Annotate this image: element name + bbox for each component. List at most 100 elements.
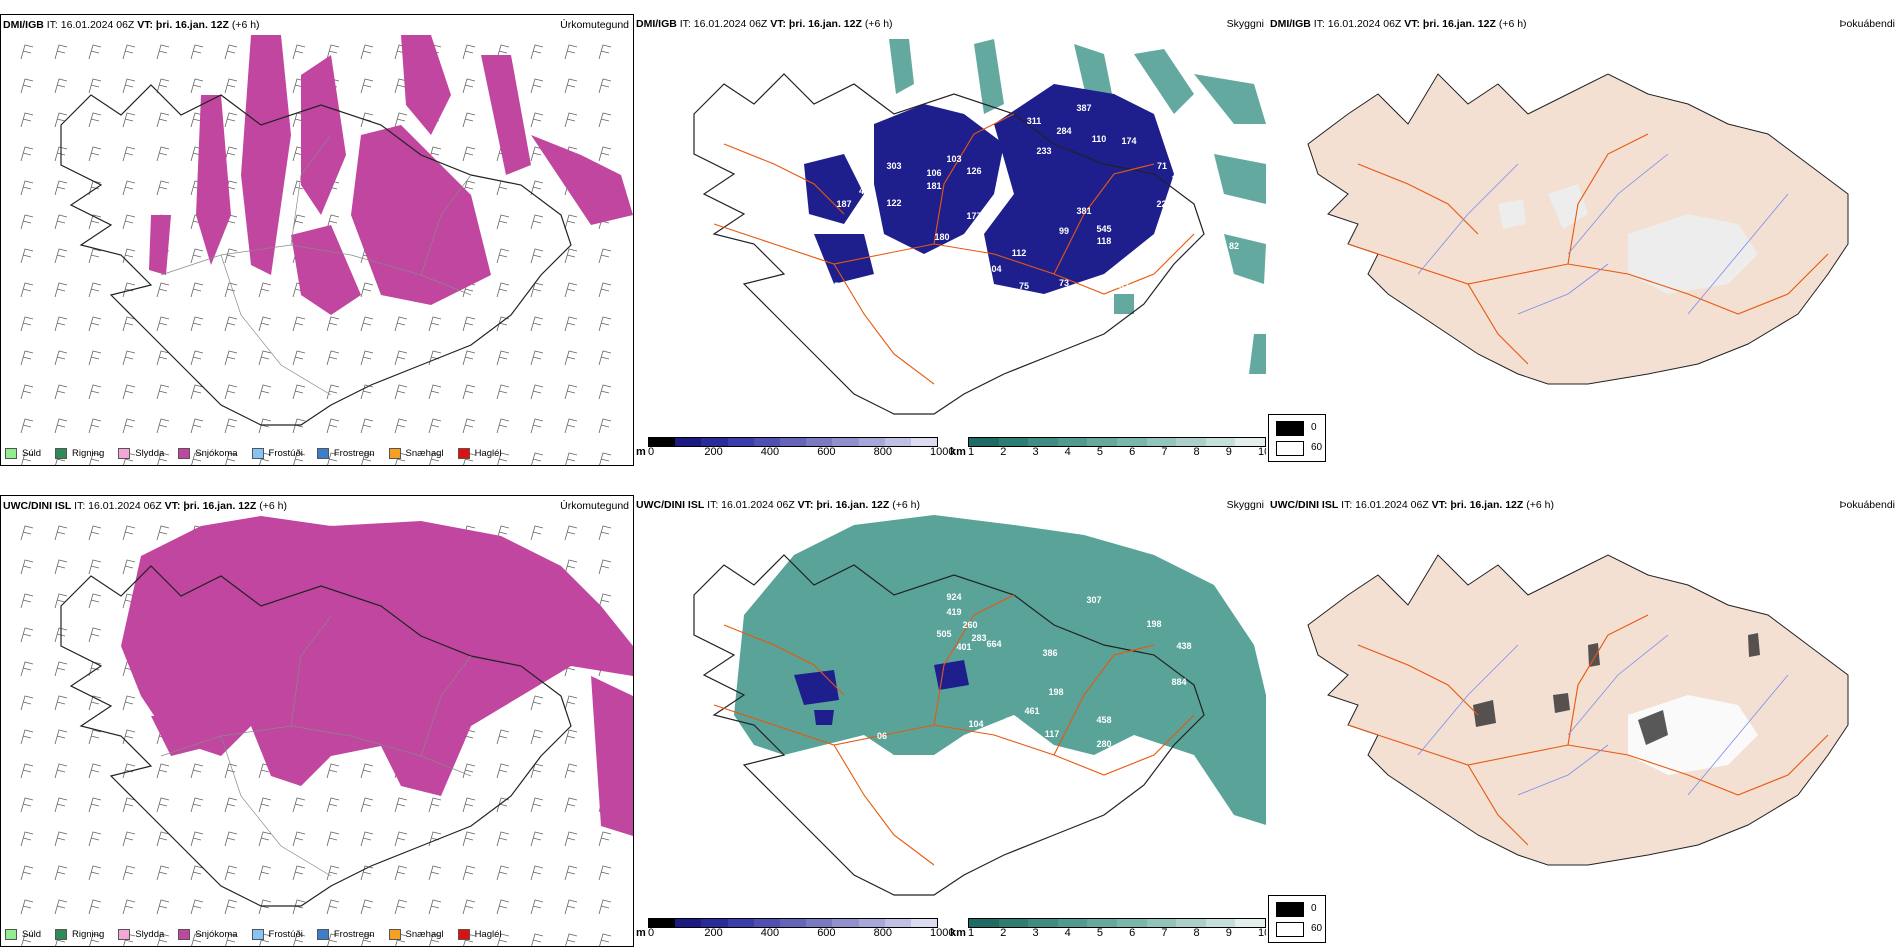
- precip-amount-label: 71: [1157, 161, 1167, 171]
- wind-barb: [156, 525, 170, 541]
- wind-barb: [428, 865, 442, 881]
- wind-barb: [224, 78, 238, 94]
- wind-barb: [564, 525, 578, 541]
- panel-header: DMI/IGB IT: 16.01.2024 06Z VT: þri. 16.j…: [1270, 18, 1527, 30]
- fog-colorbar: 0 60: [1268, 414, 1326, 462]
- colorbar-bin: [1116, 919, 1147, 927]
- wind-barb: [326, 214, 340, 230]
- colorbar-tick-label: 8: [1193, 927, 1200, 939]
- wind-barb: [190, 78, 204, 94]
- legend-label: Haglél: [474, 448, 502, 459]
- colorbar-bin: [1028, 919, 1058, 927]
- precip-amount-label: 283: [971, 633, 986, 643]
- wind-barb: [530, 214, 544, 230]
- wind-barb: [462, 78, 476, 94]
- wind-barb: [530, 112, 544, 128]
- wind-barb: [292, 214, 306, 230]
- legend-label: Snjókoma: [195, 448, 238, 459]
- cloud-panel-dmi: 303 42 187 122 106 103 126 181 177 308 95 180 79 65 10…: [634, 14, 1266, 464]
- wind-barb: [258, 797, 272, 813]
- panel-header: UWC/DINI ISL IT: 16.01.2024 06Z VT: þri.…: [3, 500, 287, 512]
- valid-time: VT: þri. 16.jan. 12Z: [1404, 18, 1496, 30]
- wind-barb: [20, 112, 34, 128]
- wind-barb: [496, 831, 510, 847]
- precip-amount-label: 884: [1171, 677, 1186, 687]
- wind-barb: [190, 384, 204, 400]
- legend-item: Snæhagl: [388, 929, 444, 940]
- wind-barb: [54, 44, 68, 60]
- wind-barb: [292, 350, 306, 366]
- wind-barb: [360, 418, 374, 434]
- precip-amount-label: 112: [1012, 248, 1027, 258]
- wind-barb: [598, 146, 612, 162]
- precip-amount-label: 181: [926, 181, 941, 191]
- fog-scale-top: 0: [1311, 422, 1317, 433]
- wind-barb: [224, 763, 238, 779]
- precip-amount-label: 260: [962, 620, 977, 630]
- precip-amount-label: 461: [1024, 706, 1039, 716]
- fog-colorbar: 0 60: [1268, 895, 1326, 943]
- wind-barb: [565, 933, 578, 946]
- lead-time: (+6 h): [1526, 499, 1554, 511]
- wind-barb: [598, 112, 612, 128]
- wind-barb: [122, 78, 136, 94]
- wind-barb: [462, 418, 476, 434]
- precip-amount-label: 386: [1042, 648, 1057, 658]
- wind-barb: [394, 797, 408, 813]
- colorbar-bin: [753, 438, 780, 446]
- wind-barb: [598, 350, 612, 366]
- fog-panel-dmi: DMI/IGB IT: 16.01.2024 06Z VT: þri. 16.j…: [1268, 14, 1900, 414]
- wind-barb: [462, 899, 476, 915]
- legend-swatch: [55, 448, 68, 459]
- wind-barb: [564, 418, 578, 434]
- wind-barb: [54, 248, 68, 264]
- legend-label: Súld: [22, 448, 42, 459]
- init-time: IT: 16.01.2024 06Z: [74, 500, 162, 512]
- wind-barb: [326, 763, 340, 779]
- colorbar-tick-label: 4: [1064, 927, 1071, 939]
- colorbar-bin: [1235, 438, 1265, 446]
- colorbar-bin: [1116, 438, 1147, 446]
- precip-amount-label: 198: [1048, 687, 1063, 697]
- colorbar-tick-label: 600: [817, 446, 836, 458]
- colorbar-tick-label: 0: [648, 446, 655, 458]
- wind-barb: [462, 865, 476, 881]
- wind-barb: [54, 661, 68, 677]
- colorbar-bin: [969, 919, 999, 927]
- wind-barb: [564, 763, 578, 779]
- legend-item: Rigning: [55, 929, 104, 940]
- colorbar-tick-label: 5: [1096, 446, 1103, 458]
- wind-barb: [224, 899, 238, 915]
- model-name: UWC/DINI ISL: [3, 500, 72, 512]
- wind-barb: [258, 350, 272, 366]
- colorbar-bin: [1176, 919, 1206, 927]
- colorbar-tick-label: 7: [1161, 446, 1168, 458]
- wind-barb: [54, 763, 68, 779]
- legend-item: Frostúði: [251, 929, 303, 940]
- precip-amount-label: 311: [1027, 116, 1042, 126]
- wind-barb: [20, 559, 34, 575]
- init-time: IT: 16.01.2024 06Z: [1313, 18, 1402, 30]
- colorbar-tick-label: 2: [1000, 927, 1007, 939]
- legend-item: Frostúði: [251, 448, 303, 459]
- wind-barb: [530, 180, 544, 196]
- wind-barb: [598, 282, 612, 298]
- wind-barb: [394, 865, 408, 881]
- wind-barb: [292, 797, 306, 813]
- wind-barb: [88, 899, 102, 915]
- wind-barb: [122, 112, 136, 128]
- wind-barb: [156, 146, 170, 162]
- colorbar-unit: km: [950, 927, 966, 939]
- wind-barb: [224, 44, 238, 60]
- precip-amount-label: 664: [986, 639, 1001, 649]
- colorbar-tick-label: 8: [1193, 446, 1200, 458]
- colorbar-bin: [649, 919, 676, 927]
- wind-barb: [20, 350, 34, 366]
- colorbar-bin: [806, 438, 833, 446]
- wind-barb: [54, 316, 68, 332]
- wind-barb: [564, 316, 578, 332]
- wind-barb: [54, 525, 68, 541]
- wind-barb: [292, 316, 306, 332]
- wind-barb: [564, 695, 578, 711]
